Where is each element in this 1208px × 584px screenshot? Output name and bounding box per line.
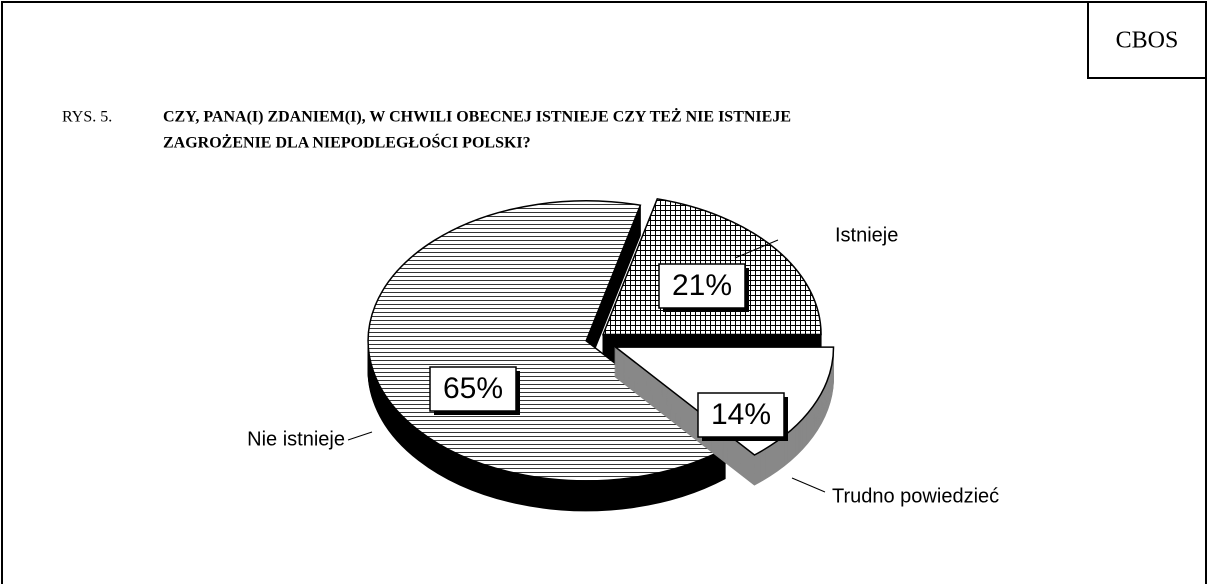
leader-line (347, 431, 373, 441)
value-label-box (429, 366, 517, 412)
pie (367, 198, 835, 512)
value-label-box (658, 263, 746, 309)
source-box (1087, 2, 1206, 79)
value-label: 21% (672, 269, 732, 302)
category-label: Istnieje (835, 224, 898, 246)
source: CBOS (1116, 28, 1179, 54)
labels: 21% Istnieje 65% Nie istnieje 14% Trudno powi… (247, 224, 999, 507)
value-label: 14% (711, 398, 771, 431)
figure-label: RYS. 5. (62, 109, 112, 126)
category-label: Nie istnieje (247, 428, 345, 450)
chart-title: CZY, PANA(I) ZDANIEM(I), W CHWILI OBECNE… (163, 107, 791, 126)
leader-line (791, 477, 826, 493)
category-label: Trudno powiedzieć (832, 485, 999, 507)
value-label: 65% (443, 372, 503, 405)
value-label-box (697, 392, 785, 438)
chart-title: ZAGROŻENIE DLA NIEPODLEGŁOŚCI POLSKI? (163, 133, 531, 152)
leader-line (734, 239, 779, 259)
